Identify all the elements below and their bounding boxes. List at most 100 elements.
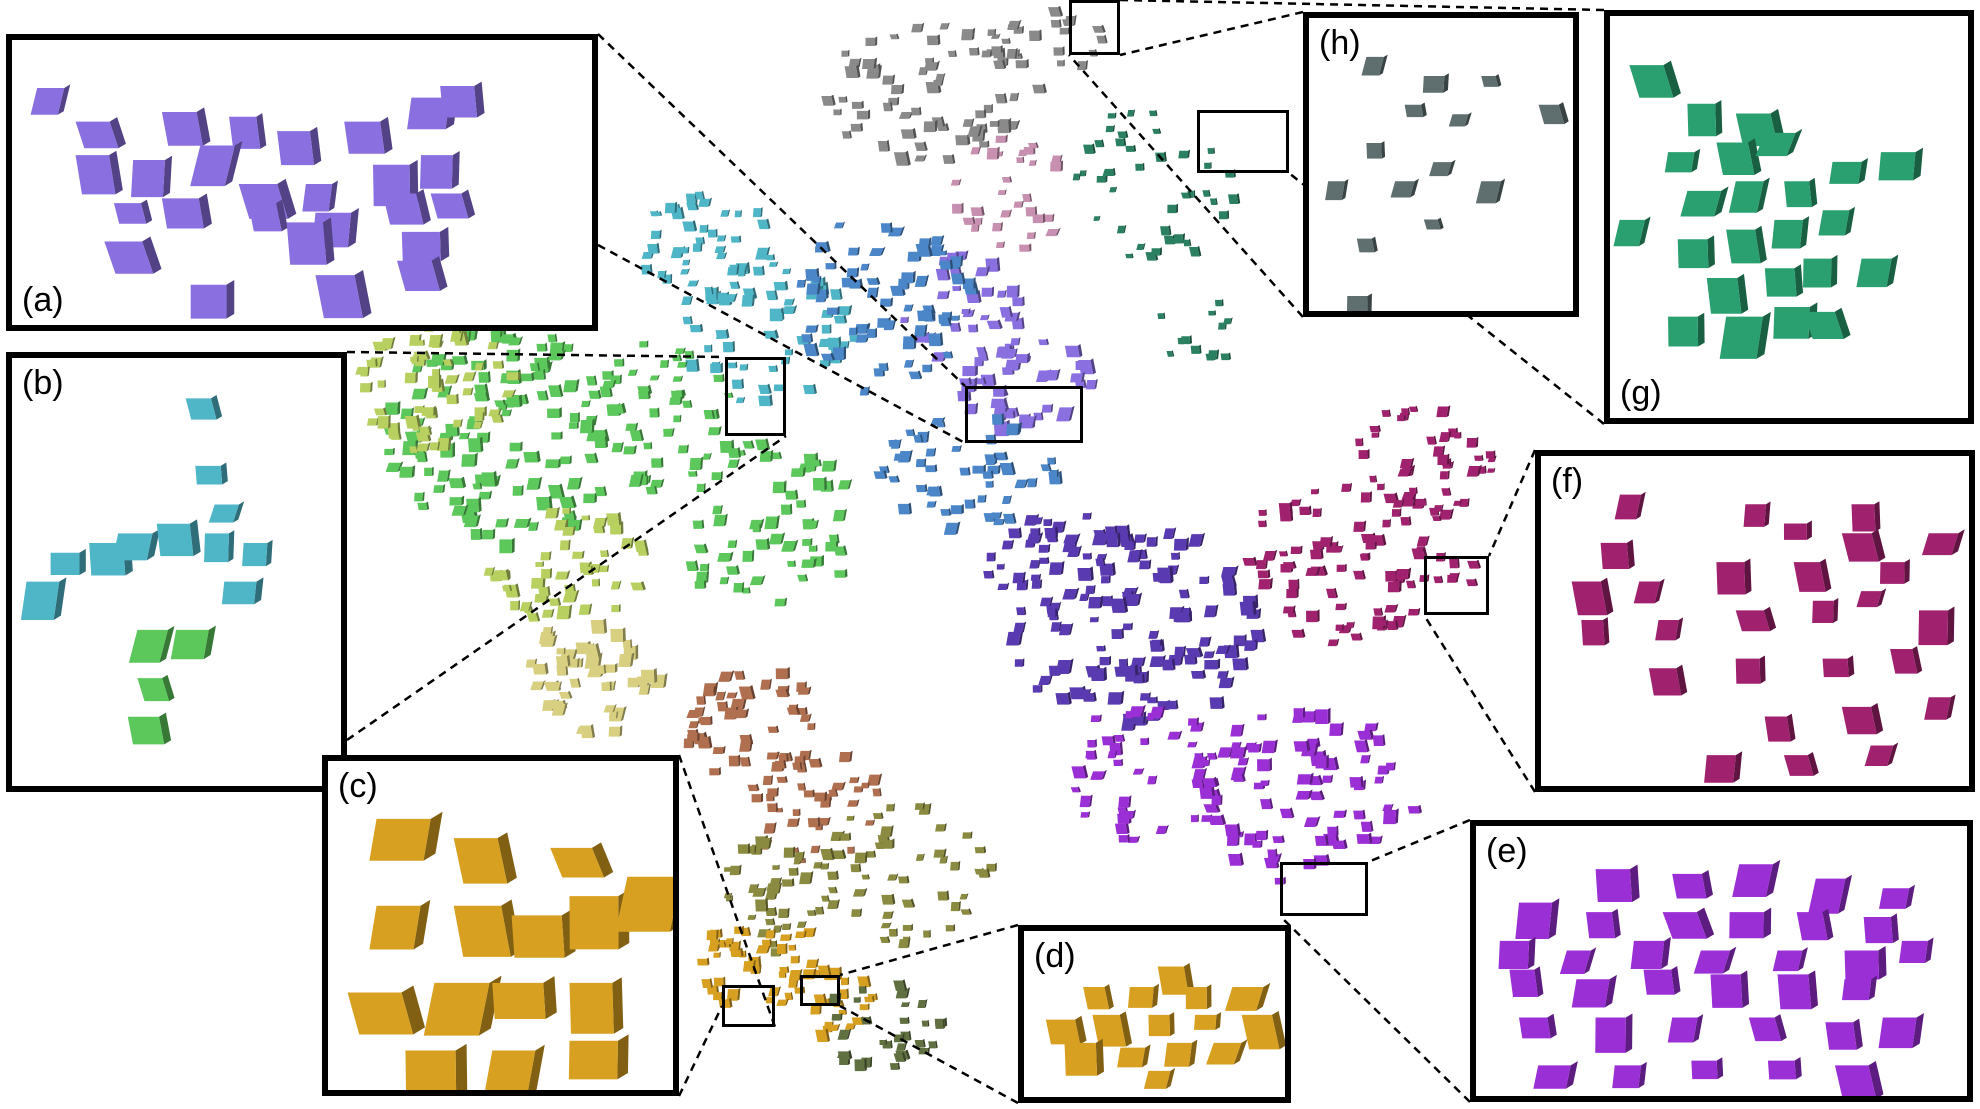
scatter-tile (882, 910, 894, 919)
scatter-tile (1122, 664, 1139, 677)
scatter-tile (688, 720, 700, 729)
scatter-tile (1147, 775, 1158, 785)
scatter-tile (1407, 804, 1422, 814)
scatter-tile (1355, 437, 1364, 447)
scatter-tile (1384, 603, 1399, 613)
scatter-tile (962, 118, 975, 127)
scatter-tile (772, 864, 780, 870)
inset-tile (1924, 694, 1956, 720)
scatter-tile (1278, 501, 1293, 515)
scatter-tile (1146, 536, 1158, 547)
scatter-tile (535, 561, 544, 568)
inset-tile (1346, 293, 1372, 311)
scatter-tile (491, 414, 504, 423)
scatter-tile (481, 528, 496, 540)
scatter-tile (682, 259, 691, 266)
scatter-tile (979, 314, 990, 321)
scatter-tile (797, 573, 809, 582)
scatter-tile (776, 998, 789, 1006)
scatter-tile (959, 893, 969, 900)
scatter-tile (796, 499, 807, 508)
scatter-tile (1295, 789, 1313, 800)
scatter-tile (962, 216, 976, 225)
scatter-tile (1262, 549, 1278, 561)
scatter-tile (900, 1001, 910, 1008)
scatter-tile (1117, 130, 1129, 139)
scatter-tile (541, 608, 555, 618)
scatter-tile (609, 402, 627, 414)
scatter-tile (1291, 628, 1306, 638)
scatter-tile (1116, 224, 1127, 234)
inset-tile (1498, 937, 1536, 969)
inset-tile (156, 519, 201, 557)
scatter-tile (1360, 491, 1372, 503)
scatter-tile (478, 370, 491, 383)
scatter-tile (854, 851, 868, 864)
scatter-tile (807, 722, 816, 731)
scatter-tile (1085, 584, 1096, 594)
scatter-tile (448, 476, 467, 489)
scatter-tile (903, 359, 915, 368)
scatter-tile (1070, 371, 1086, 383)
selection-box-b (725, 357, 786, 436)
scatter-tile (1001, 176, 1013, 183)
scatter-tile (878, 362, 889, 372)
scatter-tile (1208, 349, 1220, 360)
leader-line (677, 1005, 724, 1097)
scatter-tile (790, 466, 806, 477)
scatter-tile (707, 228, 718, 238)
scatter-tile (1201, 776, 1219, 788)
scatter-tile (1261, 739, 1278, 754)
scatter-tile (844, 64, 861, 79)
leader-line (1279, 915, 1471, 1103)
scatter-tile (1350, 632, 1363, 641)
scatter-tile (757, 383, 772, 394)
scatter-tile (812, 476, 827, 491)
inset-tile (382, 189, 431, 225)
scatter-tile (848, 326, 858, 336)
scatter-tile (850, 122, 864, 132)
scatter-tile (532, 662, 549, 675)
scatter-tile (1400, 516, 1412, 526)
inset-tile (1844, 946, 1887, 980)
scatter-tile (1096, 34, 1108, 44)
scatter-tile (643, 441, 653, 450)
scatter-tile (596, 664, 607, 674)
inset-tile (221, 577, 264, 605)
scatter-tile (520, 372, 535, 382)
inset-tile (190, 140, 243, 187)
scatter-tile (902, 923, 913, 931)
inset-tile (1834, 1060, 1884, 1096)
scatter-tile (949, 254, 964, 268)
inset-tile (1629, 60, 1681, 98)
scatter-tile (970, 205, 985, 217)
inset-tile (1691, 1057, 1724, 1080)
scatter-tile (1369, 424, 1381, 433)
scatter-tile (1056, 405, 1075, 422)
scatter-tile (526, 611, 541, 622)
scatter-tile (1007, 19, 1022, 30)
inset-tile (208, 501, 245, 523)
scatter-tile (1151, 247, 1162, 256)
inset-panel-c: (c) (322, 755, 679, 1096)
inset-tile (1423, 217, 1444, 230)
scatter-tile (622, 639, 633, 649)
scatter-tile (556, 604, 573, 620)
scatter-tile (1027, 142, 1039, 149)
scatter-tile (1377, 483, 1385, 491)
scatter-tile (540, 551, 552, 561)
scatter-tile (671, 389, 685, 400)
scatter-tile (1250, 628, 1267, 643)
scatter-tile (1260, 797, 1274, 810)
scatter-tile (796, 920, 807, 928)
scatter-tile (1218, 210, 1230, 220)
scatter-tile (663, 427, 675, 437)
scatter-tile (872, 812, 884, 819)
scatter-tile (925, 447, 937, 457)
scatter-tile (901, 270, 916, 284)
scatter-tile (1220, 352, 1231, 361)
scatter-tile (1221, 574, 1237, 587)
inset-tile (1803, 254, 1838, 288)
scatter-tile (571, 550, 585, 559)
scatter-tile (1055, 691, 1072, 705)
